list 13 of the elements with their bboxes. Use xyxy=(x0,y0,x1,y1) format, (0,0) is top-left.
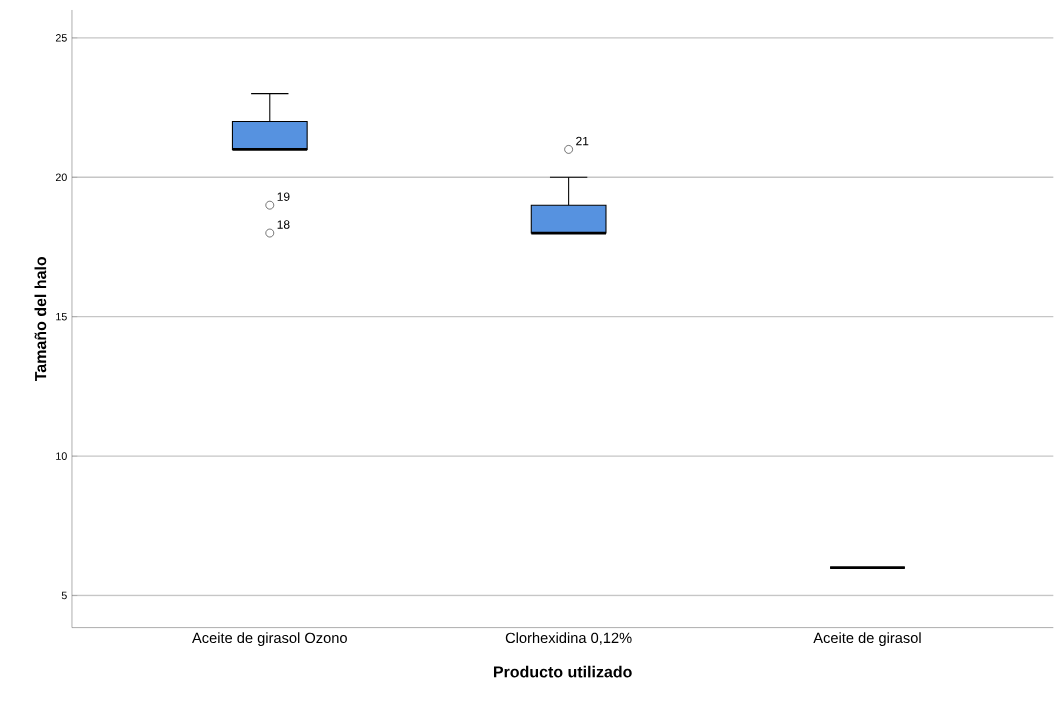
x-tick-label: Aceite de girasol xyxy=(813,632,921,647)
annotation: 19 xyxy=(277,192,290,202)
x-tick-label: Aceite de girasol Ozono xyxy=(192,632,347,647)
x-axis-title: Producto utilizado xyxy=(493,666,632,678)
annotation: 21 xyxy=(576,136,589,146)
annotation: 18 xyxy=(277,220,290,230)
y-axis-title: Tamaño del halo xyxy=(34,257,47,382)
y-tick-label: 20 xyxy=(55,173,67,182)
y-tick-label: 5 xyxy=(61,592,67,600)
x-tick-label: Clorhexidina 0,12% xyxy=(505,632,632,646)
y-tick-label: 10 xyxy=(56,452,67,461)
y-tick-label: 25 xyxy=(55,34,67,42)
y-tick-label: 15 xyxy=(56,313,67,321)
